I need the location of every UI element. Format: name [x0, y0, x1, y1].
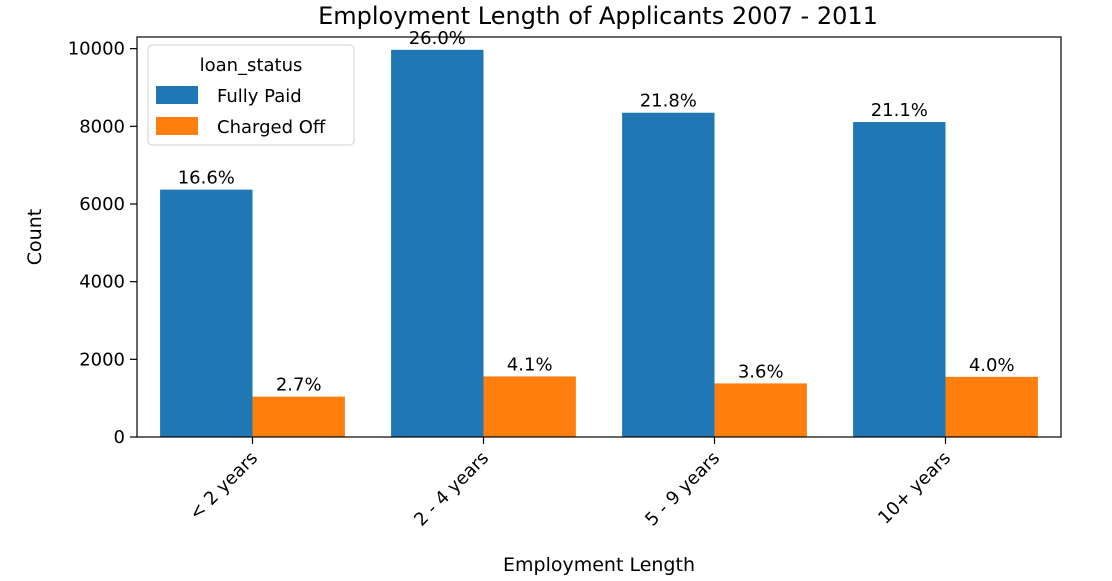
x-axis-label: Employment Length: [503, 554, 695, 576]
x-tick-label: 10+ years: [874, 448, 955, 529]
bar-fully-paid-2-years: [160, 189, 253, 437]
x-tick-label: 2 - 4 years: [410, 448, 493, 531]
y-tick-label: 4000: [79, 272, 125, 293]
legend-title: loan_status: [200, 55, 303, 76]
bar-fully-paid-2-4-years: [391, 49, 484, 438]
data-label: 4.1%: [507, 354, 553, 375]
y-tick-label: 8000: [79, 116, 125, 137]
bar-charged-off-10-years: [945, 376, 1038, 437]
data-label: 21.1%: [871, 100, 928, 121]
y-tick-label: 10000: [68, 39, 125, 60]
legend-label-fully-paid: Fully Paid: [217, 86, 302, 107]
chart-title: Employment Length of Applicants 2007 - 2…: [318, 2, 878, 30]
plot-area: 16.6% 26.0% 21.8% 21.1% 2.7% 4.1% 3.6% 4.0%: [160, 28, 1038, 438]
y-tick-label: 0: [114, 427, 125, 448]
legend-swatch-charged-off: [156, 117, 198, 135]
data-label: 21.8%: [640, 91, 697, 112]
x-tick-label: 5 - 9 years: [641, 448, 724, 531]
plot-frame: [136, 36, 1062, 438]
data-label: 16.6%: [178, 168, 235, 189]
x-axis: < 2 years 2 - 4 years 5 - 9 years 10+ years: [185, 437, 955, 530]
legend-box: [147, 44, 355, 146]
legend-label-charged-off: Charged Off: [217, 117, 326, 138]
bar-charged-off-2-years: [252, 396, 345, 437]
x-tick-label: < 2 years: [185, 448, 262, 525]
bar-fully-paid-5-9-years: [622, 112, 715, 438]
legend: loan_status Fully Paid Charged Off: [147, 44, 355, 146]
y-axis-label: Count: [24, 209, 46, 265]
data-label: 2.7%: [276, 375, 322, 396]
bar-charged-off-2-4-years: [483, 376, 576, 437]
y-tick-label: 6000: [79, 194, 125, 215]
data-label: 3.6%: [738, 361, 784, 382]
data-label: 4.0%: [969, 355, 1015, 376]
y-axis: 0 2000 4000 6000 8000 10000: [68, 39, 137, 448]
bar-fully-paid-10-years: [853, 122, 946, 437]
bar-charged-off-5-9-years: [714, 383, 807, 437]
legend-swatch-fully-paid: [156, 86, 198, 104]
data-label: 26.0%: [409, 28, 466, 49]
y-tick-label: 2000: [79, 349, 125, 370]
